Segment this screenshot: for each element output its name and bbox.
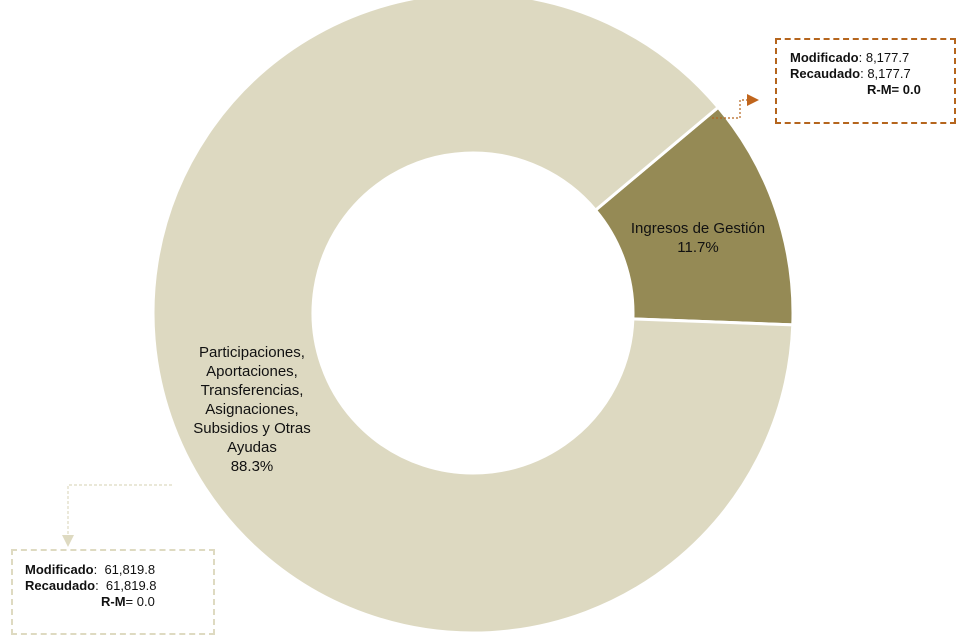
modificado-row: Modificado: 8,177.7 (790, 50, 910, 65)
slice-label-ingresos-de-gestión: Ingresos de Gestión 11.7% (631, 220, 765, 256)
modificado-value: 8,177.7 (865, 50, 910, 65)
recaudado-row: Recaudado: 8,177.7 (790, 66, 911, 81)
slice-percent: 88.3% (231, 458, 274, 475)
slice-label-line: Transferencias, (201, 382, 304, 399)
leader-arrow-ingresos (747, 94, 759, 106)
slice-label-line: Participaciones, (199, 344, 305, 361)
rm-value: = 0.0 (125, 594, 155, 609)
slice-label-participaciones-aportaciones-transferencias-asignaciones-subsidios-y-otras-ayudas: Participaciones, Aportaciones, Transferenc… (193, 344, 311, 475)
slice-label-line: Subsidios y Otras (193, 420, 311, 437)
leader-line-participaciones (67, 484, 172, 535)
slice-percent: 11.7% (677, 239, 718, 256)
modificado-label: Modificado (790, 50, 859, 65)
slice-label-line: Asignaciones, (205, 401, 298, 418)
rm-label: R-M (101, 594, 126, 609)
slice-label-line: Ayudas (227, 439, 277, 456)
slice-label-line: Aportaciones, (206, 363, 298, 380)
recaudado-row: Recaudado: 61,819.8 (25, 578, 157, 593)
slices-layer (151, 0, 795, 635)
recaudado-label: Recaudado (790, 66, 861, 81)
rm-value: 0.0 (902, 82, 921, 97)
modificado-row: Modificado: 61,819.8 (25, 562, 156, 577)
leader-arrow-participaciones (62, 535, 74, 547)
slice-labels: Ingresos de Gestión 11.7% Participaciones,… (193, 220, 765, 475)
rm-row: R-M= 0.0 (790, 82, 954, 98)
modificado-value: 61,819.8 (104, 562, 156, 577)
callout-participaciones: Modificado: 61,819.8 Recaudado: 61,819.8… (11, 549, 215, 635)
leader-line-ingresos (712, 99, 748, 119)
recaudado-value: 8,177.7 (867, 66, 911, 81)
recaudado-label: Recaudado (25, 578, 96, 593)
rm-label: R-M= (867, 82, 900, 97)
leader-lines (62, 94, 759, 547)
slice-label-line: Ingresos de Gestión (631, 220, 765, 237)
modificado-label: Modificado (25, 562, 94, 577)
rm-row: R-M= 0.0 (25, 594, 213, 610)
callout-ingresos-de-gestion: Modificado: 8,177.7 Recaudado: 8,177.7 R… (775, 38, 956, 124)
slice-participaciones-aportaciones-transferencias-asignaciones-subsidios-y-otras-ayudas (151, 0, 795, 635)
recaudado-value: 61,819.8 (105, 578, 157, 593)
